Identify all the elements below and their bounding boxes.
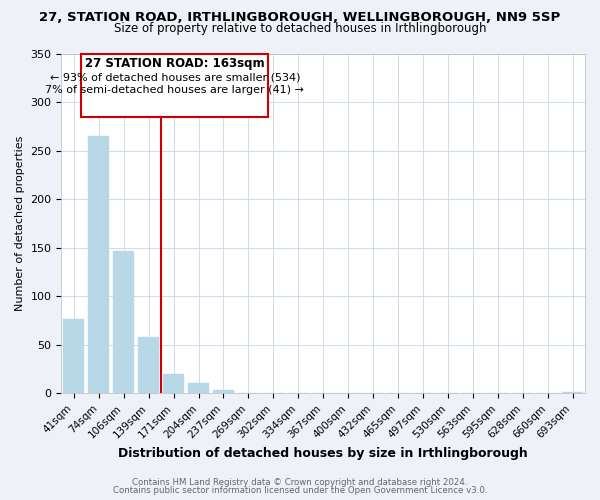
Bar bbox=[213, 390, 234, 394]
Text: 7% of semi-detached houses are larger (41) →: 7% of semi-detached houses are larger (4… bbox=[46, 85, 304, 95]
FancyBboxPatch shape bbox=[82, 54, 268, 117]
Text: Contains HM Land Registry data © Crown copyright and database right 2024.: Contains HM Land Registry data © Crown c… bbox=[132, 478, 468, 487]
Bar bbox=[113, 251, 134, 394]
Bar bbox=[88, 136, 109, 394]
Y-axis label: Number of detached properties: Number of detached properties bbox=[15, 136, 25, 312]
Bar bbox=[562, 392, 583, 394]
Bar bbox=[163, 374, 184, 394]
Text: Contains public sector information licensed under the Open Government Licence v3: Contains public sector information licen… bbox=[113, 486, 487, 495]
Text: 27 STATION ROAD: 163sqm: 27 STATION ROAD: 163sqm bbox=[85, 57, 265, 70]
Bar bbox=[188, 383, 209, 394]
Text: Size of property relative to detached houses in Irthlingborough: Size of property relative to detached ho… bbox=[114, 22, 486, 35]
Text: 27, STATION ROAD, IRTHLINGBOROUGH, WELLINGBOROUGH, NN9 5SP: 27, STATION ROAD, IRTHLINGBOROUGH, WELLI… bbox=[40, 11, 560, 24]
Text: ← 93% of detached houses are smaller (534): ← 93% of detached houses are smaller (53… bbox=[50, 72, 300, 83]
X-axis label: Distribution of detached houses by size in Irthlingborough: Distribution of detached houses by size … bbox=[118, 447, 528, 460]
Bar bbox=[138, 337, 159, 394]
Bar bbox=[63, 319, 85, 394]
